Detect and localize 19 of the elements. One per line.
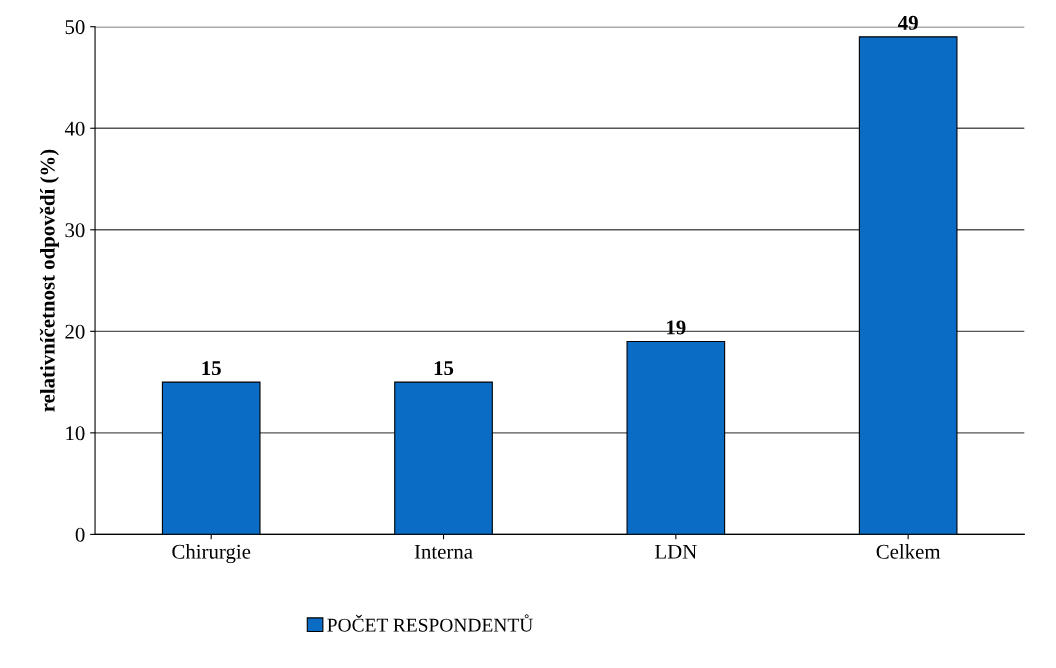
x-tick-label: Celkem [876, 544, 941, 559]
x-tick-label: Interna [414, 544, 473, 559]
y-tick-label: 20 [65, 324, 85, 339]
bar [394, 381, 493, 535]
data-label: 15 [434, 361, 454, 376]
x-tick-label: LDN [655, 544, 697, 559]
bar [858, 36, 958, 535]
y-axis-title: relativníčetnost odpovědí (%) [39, 149, 59, 412]
y-tick-label: 10 [66, 426, 85, 441]
data-label: 15 [202, 361, 221, 376]
y-tick-label: 40 [64, 121, 85, 136]
x-tick-label: Chirurgie [172, 544, 251, 564]
y-tick-label: 50 [65, 20, 85, 35]
y-tick-label: 0 [75, 527, 85, 542]
data-label: 49 [898, 15, 918, 30]
bar [161, 381, 261, 535]
y-tick-label: 30 [65, 223, 85, 238]
bar [626, 340, 726, 535]
legend-label: POČET RESPONDENTŮ [327, 614, 533, 632]
